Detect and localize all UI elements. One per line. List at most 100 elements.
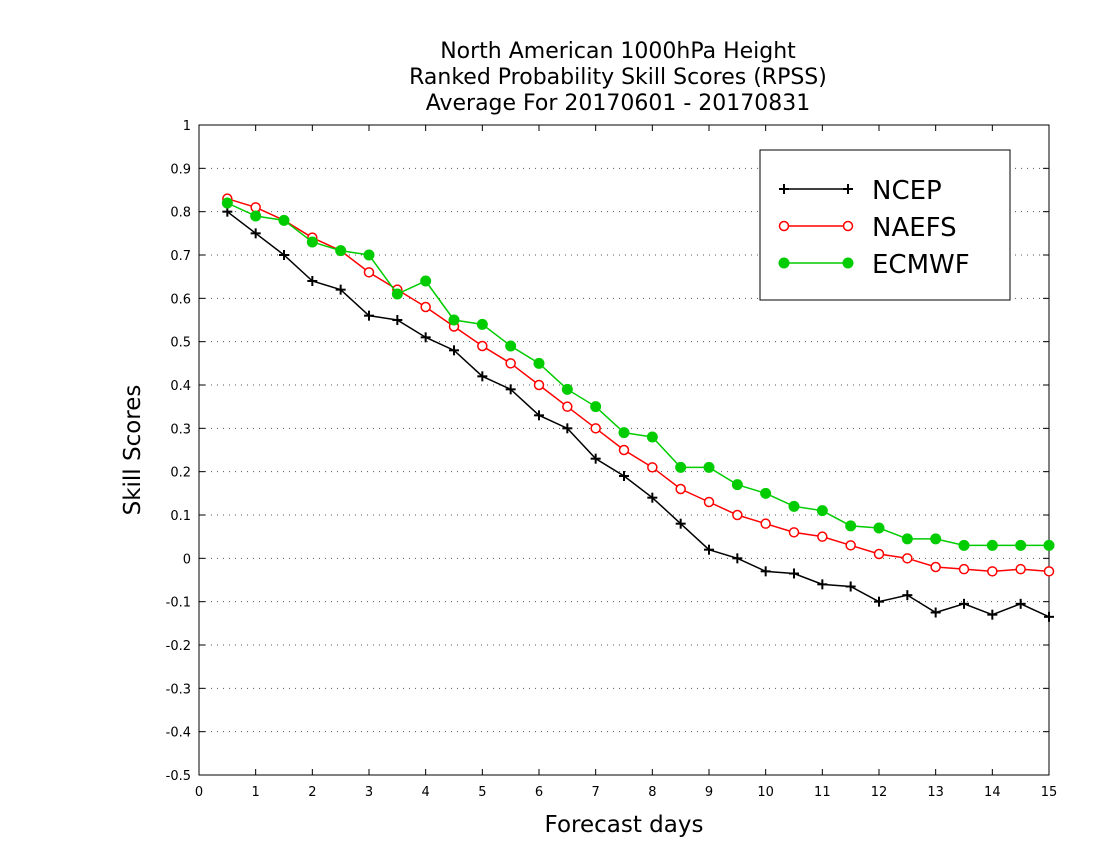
data-point-ncep — [590, 453, 601, 464]
data-point-ncep — [704, 544, 714, 555]
data-point-ecmwf — [391, 288, 403, 300]
data-point-ncep — [760, 566, 771, 577]
x-tick-label: 11 — [814, 785, 831, 800]
data-point-ecmwf — [250, 210, 262, 222]
x-tick-label: 14 — [984, 785, 1001, 800]
data-point-ncep — [1044, 611, 1054, 622]
x-tick-label: 7 — [592, 785, 600, 800]
x-tick-label: 5 — [478, 785, 486, 800]
legend-item-ecmwf: ECMWF — [778, 250, 970, 280]
data-point-ecmwf — [363, 249, 375, 261]
data-point-naefs — [1015, 563, 1026, 575]
legend-marker — [842, 220, 854, 232]
data-point-ecmwf — [221, 197, 233, 209]
data-point-ecmwf — [788, 500, 800, 512]
x-tick-label: 0 — [195, 785, 203, 800]
data-point-ncep — [449, 345, 459, 356]
data-point-naefs — [647, 462, 658, 473]
data-point-ecmwf — [590, 401, 602, 413]
y-tick-label: 0.9 — [170, 162, 191, 177]
data-point-ncep — [477, 371, 488, 382]
data-point-naefs — [1043, 566, 1055, 577]
x-tick-label: 6 — [535, 785, 543, 800]
data-point-ncep — [930, 607, 941, 618]
legend-marker — [778, 257, 790, 269]
y-tick-label: -0.4 — [166, 726, 191, 741]
x-tick-label: 8 — [648, 785, 656, 800]
data-point-ecmwf — [731, 479, 743, 491]
data-point-ncep — [534, 410, 544, 421]
data-point-ecmwf — [1043, 539, 1055, 551]
data-point-naefs — [562, 401, 573, 412]
data-point-naefs — [618, 444, 630, 456]
data-point-ecmwf — [873, 522, 885, 534]
y-tick-label: 0 — [183, 552, 191, 567]
data-point-ecmwf — [901, 533, 913, 545]
legend-box — [759, 149, 1011, 301]
data-point-naefs — [250, 202, 261, 213]
y-axis: -0.5 -0.4 -0.3 -0.2 -0.1 0 0.1 0.2 0.3 0.4 0.5 0.6 0… — [166, 119, 1049, 784]
data-point-ncep — [874, 596, 884, 607]
y-tick-label: 0.3 — [170, 422, 191, 437]
data-point-naefs — [817, 531, 828, 542]
data-point-ecmwf — [448, 314, 460, 326]
data-point-ncep — [959, 598, 969, 609]
legend-marker — [843, 184, 853, 194]
x-tick-label: 12 — [871, 785, 888, 800]
data-point-ecmwf — [505, 340, 517, 352]
data-point-naefs — [732, 509, 743, 521]
legend-item-ncep: NCEP — [779, 176, 942, 206]
data-point-ecmwf — [335, 245, 347, 257]
x-tick-label: 2 — [308, 785, 316, 800]
series-ecmwf — [221, 197, 1055, 551]
x-axis-label: Forecast days — [545, 812, 704, 838]
data-point-ecmwf — [420, 275, 432, 287]
data-point-ncep — [335, 284, 346, 295]
data-point-ecmwf — [958, 539, 970, 551]
data-point-ncep — [364, 310, 374, 321]
legend-marker — [842, 257, 854, 269]
data-point-ncep — [987, 609, 998, 620]
series-ncep — [222, 206, 1054, 622]
x-tick-label: 1 — [252, 785, 260, 800]
data-point-ncep — [817, 579, 828, 590]
data-point-naefs — [902, 553, 913, 564]
data-point-ncep — [732, 553, 743, 564]
y-tick-label: -0.5 — [166, 769, 191, 784]
y-tick-label: 0.8 — [170, 206, 191, 221]
data-point-ecmwf — [476, 318, 488, 330]
y-tick-label: 0.4 — [170, 379, 191, 394]
data-point-ecmwf — [561, 383, 573, 395]
data-point-naefs — [845, 540, 856, 551]
data-point-naefs — [590, 423, 601, 434]
data-point-ecmwf — [306, 236, 318, 248]
data-point-ncep — [647, 492, 658, 503]
title-line-3: Average For 20170601 - 20170831 — [426, 91, 811, 116]
y-tick-label: 0.6 — [170, 292, 191, 307]
data-point-naefs — [788, 527, 800, 538]
y-tick-label: 0.5 — [170, 336, 191, 351]
y-tick-label: 0.2 — [170, 466, 191, 481]
data-point-ncep — [505, 384, 516, 395]
data-point-ecmwf — [618, 427, 630, 439]
title-line-1: North American 1000hPa Height — [440, 39, 796, 64]
x-axis: 0 1 2 3 4 5 6 7 8 9 10 11 12 13 14 15 — [195, 125, 1057, 800]
data-point-ecmwf — [760, 487, 772, 499]
data-point-naefs — [873, 548, 885, 560]
x-tick-label: 9 — [705, 785, 713, 800]
data-point-ecmwf — [986, 539, 998, 551]
data-point-ecmwf — [278, 214, 290, 226]
data-point-naefs — [477, 340, 488, 352]
data-point-ncep — [1015, 598, 1026, 609]
y-axis-label: Skill Scores — [120, 385, 146, 516]
data-point-ecmwf — [646, 431, 658, 443]
y-tick-label: -0.2 — [166, 639, 191, 654]
data-point-naefs — [533, 379, 545, 391]
x-tick-label: 13 — [927, 785, 944, 800]
data-point-naefs — [760, 518, 771, 529]
data-point-ecmwf — [675, 461, 687, 473]
data-point-naefs — [987, 566, 998, 577]
legend-marker — [779, 184, 789, 194]
y-tick-label: -0.1 — [166, 596, 191, 611]
legend-label-ecmwf: ECMWF — [872, 250, 970, 280]
